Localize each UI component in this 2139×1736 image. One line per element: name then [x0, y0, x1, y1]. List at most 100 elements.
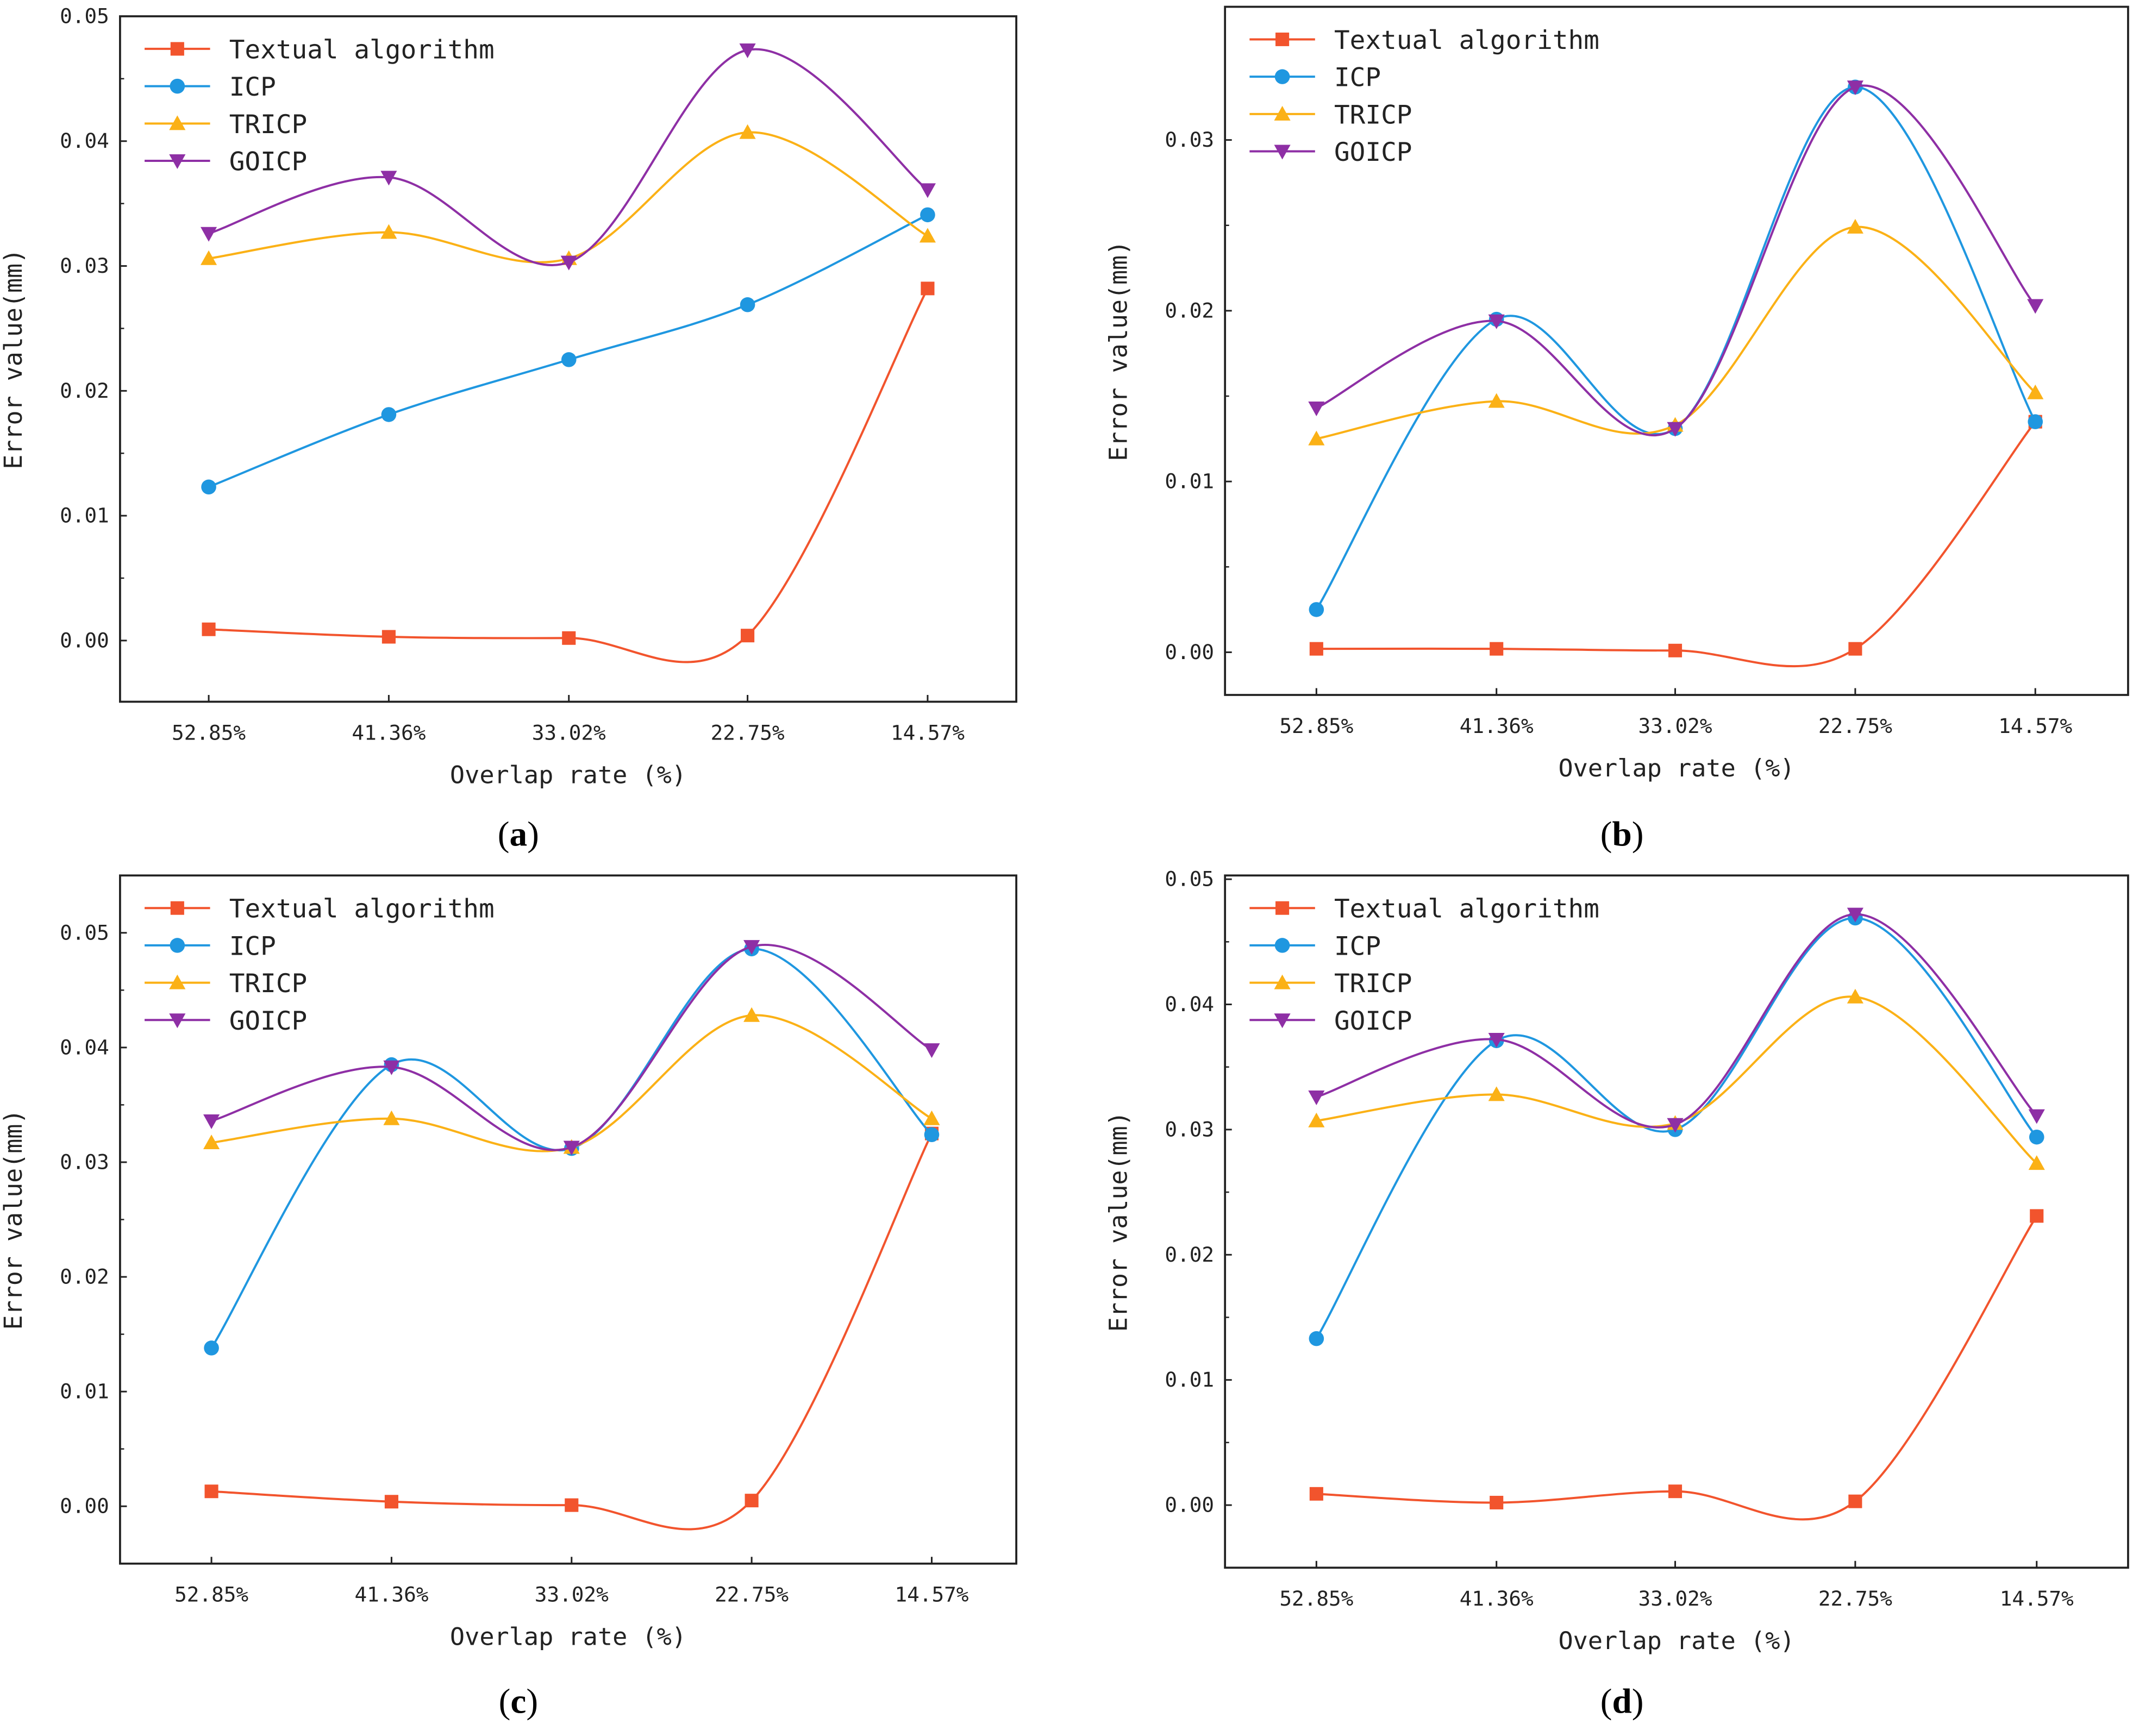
x-tick-label: 22.75% [1818, 714, 1892, 738]
series-tricp [1308, 218, 2044, 446]
legend-entry: Textual algorithm [1249, 26, 1599, 55]
y-tick-label: 0.03 [60, 1150, 109, 1174]
marker-triangle-down [1308, 402, 1325, 417]
series-goicp [1308, 80, 2044, 437]
chart-panel-a: 0.00 0.01 0.02 0.03 0.04 0.05 52.85% 41.36% 33.0… [0, 4, 1017, 854]
y-tick-label: 0.01 [1165, 469, 1214, 493]
legend-entry: ICP [1249, 931, 1381, 961]
series-goicp [201, 43, 936, 271]
x-tick-label: 22.75% [715, 1583, 789, 1607]
legend-entry: TRICP [145, 969, 307, 999]
marker-triangle-down [1274, 1013, 1291, 1029]
legend-label: Textual algorithm [1334, 26, 1599, 55]
x-tick-label: 14.57% [895, 1583, 968, 1607]
plot-frame [1224, 874, 2129, 1569]
marker-triangle-up [2027, 384, 2044, 399]
marker-triangle-up [383, 1110, 400, 1125]
series-line [208, 287, 929, 663]
legend-label: TRICP [1334, 969, 1412, 999]
series-line [211, 1014, 933, 1152]
legend-label: TRICP [229, 110, 308, 140]
legend-entry: TRICP [1249, 100, 1412, 130]
series-goicp [203, 940, 940, 1156]
legend-entry: Textual algorithm [1249, 894, 1599, 924]
marker-square [204, 1484, 218, 1499]
series-textual-algorithm [1309, 1209, 2044, 1521]
x-tick-label: 52.85% [172, 721, 246, 745]
x-axis-label: Overlap rate (%) [450, 1622, 686, 1651]
y-tick-label: 0.01 [60, 504, 109, 528]
series-line [1315, 86, 2036, 610]
marker-triangle-up [919, 228, 936, 243]
series-icp [1309, 79, 2043, 617]
marker-circle [2029, 1129, 2044, 1145]
marker-triangle-down [923, 1043, 940, 1058]
marker-triangle-up [1308, 1112, 1325, 1127]
x-tick-label: 22.75% [711, 721, 785, 745]
marker-triangle-up [380, 224, 397, 239]
chart-panel-b: 0.00 0.01 0.02 0.03 52.85% 41.36% 33.02% 22.75%… [1104, 5, 2129, 854]
marker-square [170, 901, 184, 915]
marker-square [1668, 1484, 1683, 1499]
marker-triangle-down [919, 183, 936, 198]
legend-entry: ICP [145, 931, 276, 961]
marker-triangle-up [1847, 218, 1863, 234]
marker-triangle-down [1667, 1118, 1684, 1133]
marker-circle [201, 479, 216, 495]
marker-triangle-up [1274, 105, 1291, 121]
x-tick-label: 33.02% [1638, 1587, 1712, 1610]
y-tick-label: 0.01 [60, 1380, 109, 1403]
legend-label: GOICP [1334, 1006, 1412, 1036]
plot-frame [1224, 5, 2129, 696]
marker-square [1275, 901, 1290, 915]
marker-triangle-down [169, 1013, 186, 1029]
marker-square [921, 281, 935, 296]
y-tick-label: 0.03 [60, 254, 109, 278]
y-tick-label: 0.05 [60, 4, 109, 28]
y-tick-label: 0.00 [1165, 1493, 1214, 1517]
marker-circle [1309, 1331, 1324, 1346]
marker-triangle-down [1488, 1033, 1505, 1048]
caption-paren-open: ( [1600, 814, 1612, 854]
marker-triangle-down [743, 940, 760, 955]
marker-square [565, 1498, 579, 1512]
series-line [208, 131, 928, 264]
y-axis-label: Error value(mm) [0, 1110, 28, 1330]
marker-circle [1274, 938, 1290, 953]
marker-circle [740, 297, 755, 312]
caption-paren-open: ( [498, 814, 510, 854]
y-tick-label: 0.04 [60, 129, 109, 153]
marker-triangle-down [563, 1140, 580, 1156]
marker-triangle-down [1308, 1091, 1325, 1106]
legend-entry: TRICP [1249, 969, 1412, 999]
series-line [211, 1133, 933, 1531]
y-tick-label: 0.03 [1165, 1117, 1214, 1141]
x-tick-label: 22.75% [1818, 1587, 1892, 1610]
marker-triangle-down [1274, 145, 1291, 160]
x-tick-label: 33.02% [1638, 714, 1712, 738]
marker-triangle-up [169, 115, 186, 130]
x-axis-label: Overlap rate (%) [450, 760, 686, 789]
marker-triangle-up [203, 1135, 220, 1150]
marker-square [381, 630, 396, 644]
legend-entry: GOICP [1249, 1006, 1412, 1036]
marker-circle [2028, 414, 2043, 429]
chart-panel-d: 0.00 0.01 0.02 0.03 0.04 0.05 52.85% 41.36% 33.0… [1104, 867, 2129, 1721]
series-line [208, 48, 929, 267]
legend-label: ICP [1334, 63, 1381, 93]
x-tick-label: 52.85% [174, 1583, 248, 1607]
y-tick-label: 0.05 [60, 920, 109, 944]
series-line [1316, 84, 2036, 437]
legend-label: Textual algorithm [229, 894, 495, 924]
marker-triangle-down [383, 1060, 400, 1075]
marker-triangle-down [560, 255, 577, 271]
marker-circle [561, 352, 577, 367]
marker-square [1490, 642, 1504, 656]
series-tricp [201, 124, 936, 265]
panel-caption: (a) [498, 814, 539, 854]
caption-paren-close: ) [1632, 1682, 1644, 1721]
marker-triangle-up [1488, 1086, 1505, 1101]
x-tick-label: 41.36% [352, 721, 426, 745]
y-tick-label: 0.02 [1165, 298, 1214, 322]
